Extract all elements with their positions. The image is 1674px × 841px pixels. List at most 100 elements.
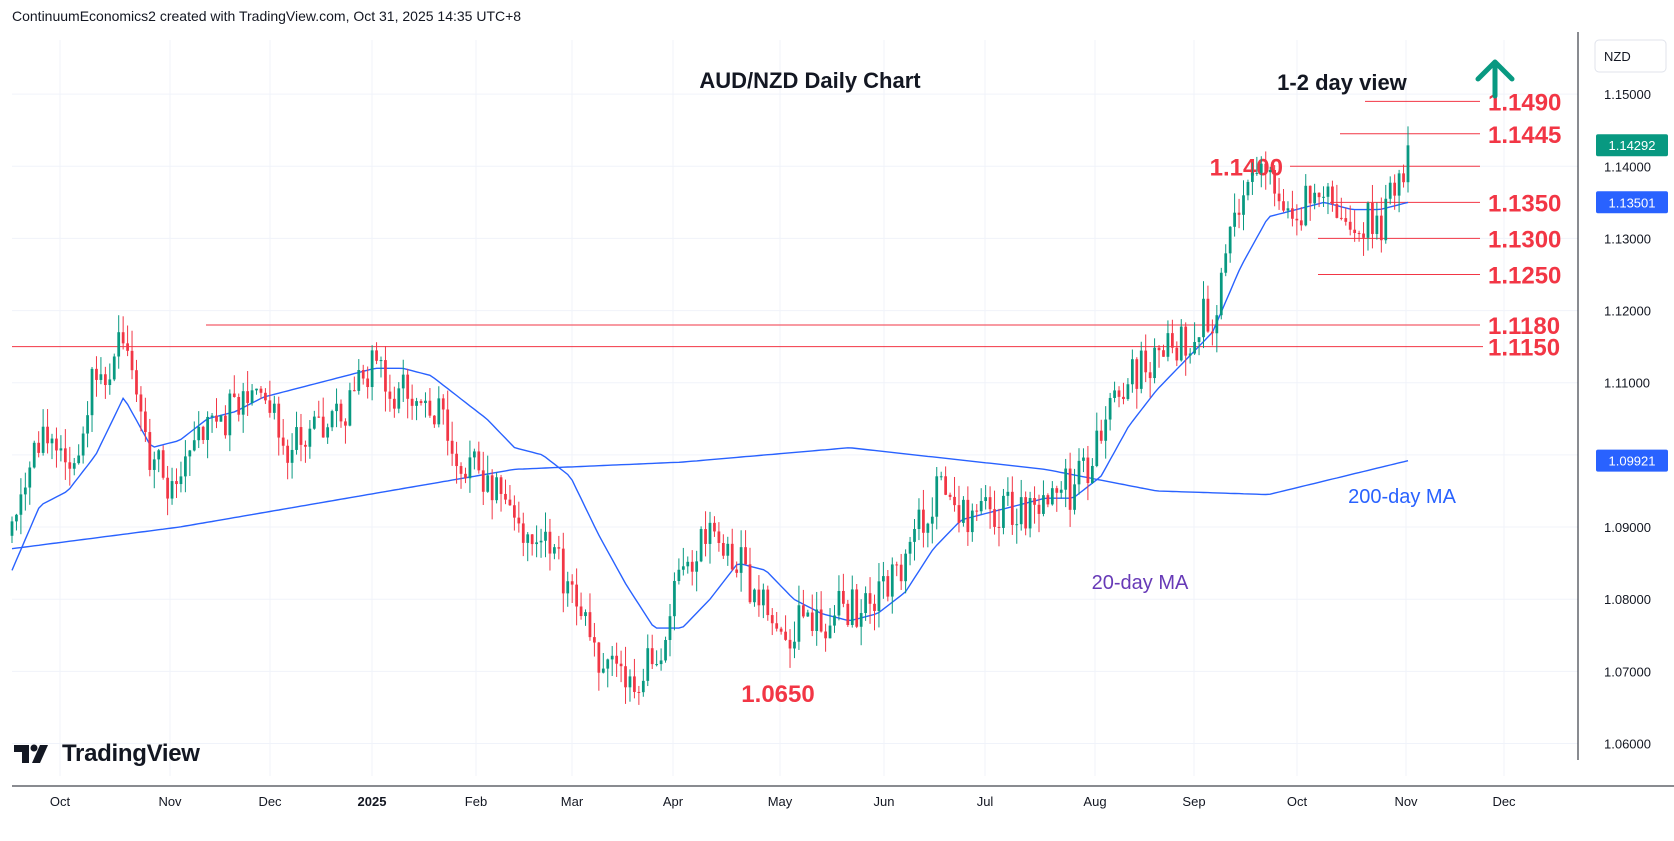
- candle-body: [837, 590, 841, 616]
- candle-body: [1050, 488, 1054, 505]
- x-tick-label: Mar: [561, 794, 584, 809]
- candle: [1130, 349, 1134, 393]
- candle-body: [504, 493, 507, 500]
- price-badge: 1.14292: [1596, 134, 1668, 157]
- candle: [1028, 491, 1032, 538]
- candle-body: [681, 566, 685, 570]
- chart-attribution: ContinuumEconomics2 created with Trading…: [12, 8, 522, 24]
- candle-body: [633, 676, 636, 692]
- candle-body: [824, 631, 827, 639]
- candle-body: [1122, 396, 1125, 400]
- candle: [1304, 174, 1308, 227]
- candle: [1353, 210, 1357, 242]
- candle-body: [1317, 192, 1321, 198]
- candle-body: [46, 426, 49, 444]
- candle-body: [1282, 201, 1285, 211]
- candle: [424, 392, 427, 418]
- axes: 1.060001.070001.080001.090001.100001.110…: [12, 32, 1674, 809]
- candle-body: [406, 374, 410, 399]
- candle: [1162, 344, 1165, 357]
- candle-body: [366, 378, 370, 388]
- candle-body: [255, 388, 258, 391]
- candle-body: [1064, 468, 1068, 490]
- candle: [10, 516, 14, 543]
- candle-body: [490, 475, 494, 501]
- candle-body: [997, 526, 1001, 528]
- candle-body: [1353, 229, 1357, 234]
- candle-body: [1277, 193, 1281, 202]
- currency-button[interactable]: NZD: [1594, 39, 1667, 73]
- candle: [1046, 493, 1050, 508]
- candle-body: [419, 401, 423, 404]
- candle-body: [272, 403, 276, 413]
- candle: [1015, 508, 1019, 544]
- candle-body: [1042, 495, 1045, 514]
- candle-body: [201, 426, 205, 440]
- candle: [192, 421, 196, 452]
- candle-body: [1255, 172, 1259, 174]
- candle: [637, 685, 641, 705]
- candle-body: [348, 390, 352, 426]
- tradingview-logo[interactable]: TradingView: [14, 740, 200, 768]
- candle-body: [890, 564, 894, 597]
- candle-body: [815, 609, 819, 631]
- candle-body: [148, 432, 152, 470]
- candle: [59, 435, 63, 462]
- candle: [286, 439, 290, 480]
- candle: [1273, 165, 1276, 207]
- candle-body: [904, 553, 907, 582]
- candle-body: [1059, 489, 1063, 493]
- candle-body: [157, 450, 161, 460]
- candle-body: [579, 606, 583, 617]
- level-label: 1.1350: [1488, 190, 1561, 217]
- candle-body: [1251, 172, 1254, 182]
- candle: [1113, 381, 1116, 403]
- candle-body: [1339, 217, 1343, 219]
- candle: [250, 384, 254, 406]
- candle: [561, 532, 565, 613]
- candle-body: [1406, 145, 1410, 183]
- candle-body: [170, 481, 174, 499]
- candle: [699, 526, 703, 563]
- candle-body: [1402, 173, 1405, 183]
- candle: [922, 489, 925, 548]
- chart-annotation: 20-day MA: [1092, 572, 1189, 594]
- y-tick-label: 1.13000: [1604, 231, 1651, 246]
- candle: [108, 363, 112, 395]
- candle-body: [1099, 430, 1103, 441]
- candle: [659, 648, 663, 671]
- candle-body: [1033, 498, 1036, 505]
- candle-body: [970, 510, 974, 533]
- candle: [1299, 207, 1303, 231]
- candle: [624, 646, 627, 704]
- candle-body: [855, 589, 859, 627]
- candle: [1211, 319, 1214, 346]
- candle: [1371, 184, 1374, 249]
- ma-200-line: [11, 447, 1409, 550]
- candle-body: [486, 475, 490, 492]
- candle: [406, 368, 410, 419]
- candle-body: [1179, 326, 1183, 361]
- candle: [1073, 468, 1076, 515]
- candle: [1313, 183, 1317, 210]
- candle: [330, 409, 334, 432]
- candle: [215, 398, 218, 429]
- candle: [152, 451, 156, 489]
- candle-body: [1393, 182, 1397, 196]
- candle-body: [175, 481, 178, 485]
- candle-body: [161, 450, 165, 478]
- candle-body: [1068, 468, 1072, 510]
- candle-body: [1228, 226, 1232, 254]
- x-tick-label: Oct: [50, 794, 71, 809]
- candle-body: [517, 517, 521, 524]
- candle: [588, 593, 592, 641]
- candle-body: [962, 499, 965, 523]
- candle: [1055, 485, 1059, 512]
- candle-body: [1397, 173, 1401, 196]
- candle-body: [1299, 220, 1303, 226]
- candle-body: [1264, 163, 1268, 173]
- candle: [815, 591, 819, 646]
- y-tick-label: 1.06000: [1604, 737, 1651, 752]
- candle-body: [1246, 181, 1250, 196]
- candle-body: [601, 668, 605, 673]
